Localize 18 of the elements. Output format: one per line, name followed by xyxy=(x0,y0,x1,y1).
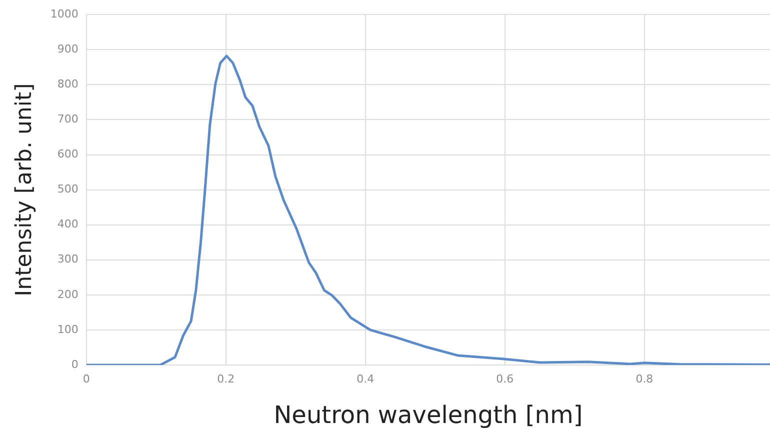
y-tick-label: 500 xyxy=(57,182,78,196)
y-tick-label: 1000 xyxy=(50,7,78,20)
y-tick-label: 700 xyxy=(57,112,78,126)
y-tick-label: 400 xyxy=(57,218,78,231)
y-axis-title: Intensity [arb. unit] xyxy=(12,83,37,296)
y-tick-label: 800 xyxy=(57,78,78,91)
y-tick-label: 600 xyxy=(57,148,78,161)
x-axis-title: Neutron wavelength [nm] xyxy=(274,400,583,429)
y-tick-label: 100 xyxy=(57,322,78,336)
y-tick-label: 900 xyxy=(57,42,78,56)
x-tick-label: 0.2 xyxy=(217,372,235,386)
y-tick-label: 200 xyxy=(57,288,78,301)
x-tick-label: 0.6 xyxy=(496,372,514,386)
x-tick-label: 0 xyxy=(82,372,90,386)
y-tick-label: 300 xyxy=(57,252,78,266)
x-tick-label: 0.8 xyxy=(636,372,654,386)
x-tick-label: 0.4 xyxy=(356,372,374,386)
y-tick-label: 0 xyxy=(71,358,78,371)
